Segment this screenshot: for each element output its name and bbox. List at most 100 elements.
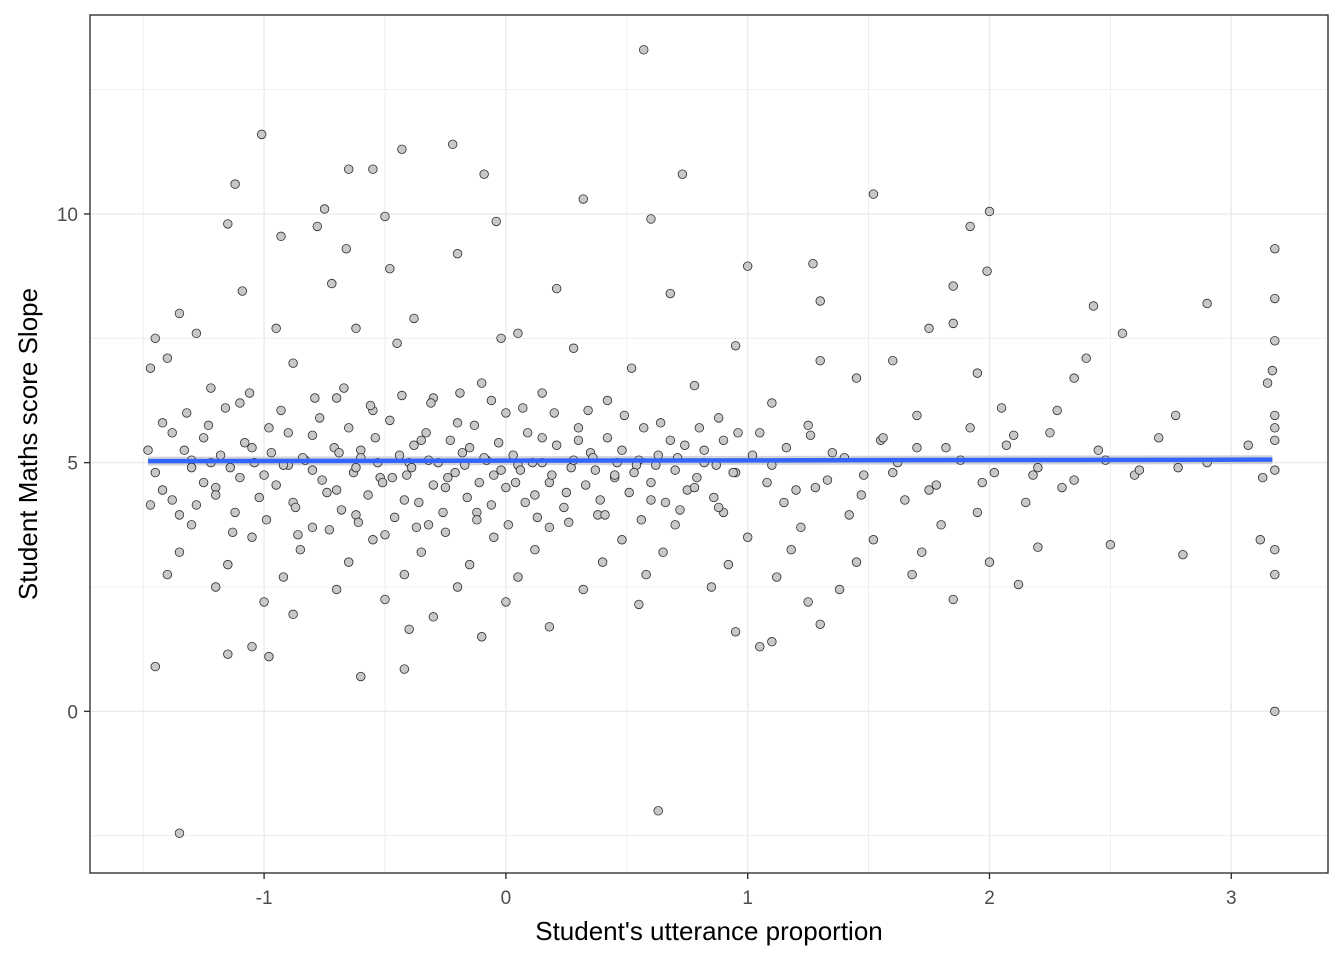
data-point	[868, 189, 879, 199]
data-point	[948, 318, 958, 329]
data-point	[486, 500, 497, 510]
data-point	[1093, 445, 1103, 455]
data-point	[501, 408, 511, 418]
data-point	[573, 435, 584, 445]
data-point	[368, 164, 378, 174]
data-point	[1001, 440, 1012, 450]
data-point	[629, 467, 639, 478]
data-point	[653, 450, 663, 460]
data-point	[225, 462, 235, 473]
data-point	[174, 828, 185, 838]
data-point	[803, 420, 813, 431]
data-point	[385, 263, 395, 274]
data-point	[394, 450, 405, 460]
data-point	[220, 403, 231, 413]
data-point	[713, 413, 724, 423]
data-point	[532, 512, 543, 523]
data-point	[597, 557, 608, 567]
data-point	[198, 433, 209, 443]
data-point	[235, 398, 245, 408]
data-point	[641, 569, 651, 580]
data-point	[247, 532, 257, 542]
data-point	[742, 532, 753, 542]
data-point	[791, 485, 801, 495]
data-point	[755, 641, 765, 652]
data-point	[984, 206, 995, 217]
data-point	[689, 482, 700, 493]
data-point	[595, 495, 605, 505]
data-point	[368, 535, 378, 545]
data-point	[600, 510, 610, 520]
data-point	[397, 144, 407, 154]
data-point	[307, 522, 318, 533]
data-point	[307, 465, 318, 475]
data-point	[530, 490, 540, 500]
data-point	[428, 480, 439, 490]
data-point	[580, 480, 591, 490]
data-point	[1270, 544, 1280, 555]
data-point	[380, 530, 390, 540]
data-point	[491, 216, 501, 227]
data-point	[380, 594, 390, 605]
data-point	[513, 328, 523, 339]
data-point	[339, 383, 349, 393]
data-point	[972, 507, 983, 518]
data-point	[174, 510, 185, 520]
data-point	[319, 204, 330, 214]
data-point	[1270, 410, 1280, 421]
data-point	[551, 440, 562, 450]
data-point	[549, 408, 559, 418]
data-point	[356, 671, 366, 682]
data-point	[317, 475, 327, 485]
data-point	[878, 433, 888, 443]
data-point	[423, 520, 434, 530]
data-point	[965, 221, 975, 232]
data-point	[416, 435, 426, 445]
data-point	[493, 438, 504, 448]
x-axis-title: Student's utterance proportion	[535, 916, 883, 946]
data-point	[167, 428, 177, 438]
data-point	[624, 487, 634, 498]
data-point	[888, 355, 898, 366]
data-point	[977, 477, 987, 488]
data-point	[496, 465, 506, 475]
data-point	[457, 448, 468, 458]
data-point	[370, 433, 381, 443]
data-point	[421, 428, 431, 438]
data-point	[619, 410, 630, 421]
data-point	[1008, 430, 1019, 440]
data-point	[590, 465, 601, 475]
data-point	[145, 500, 156, 510]
data-point	[469, 420, 480, 431]
data-point	[680, 440, 690, 450]
data-point	[414, 497, 424, 508]
data-point	[1134, 465, 1145, 475]
data-point	[815, 355, 825, 366]
data-point	[689, 380, 700, 391]
data-point	[244, 388, 255, 398]
data-point	[578, 194, 588, 204]
data-point	[518, 403, 528, 413]
data-point	[443, 472, 453, 483]
data-points	[143, 45, 1280, 838]
data-point	[230, 179, 240, 189]
data-point	[924, 323, 934, 334]
data-point	[276, 405, 286, 416]
data-point	[1105, 540, 1116, 550]
data-point	[191, 328, 202, 339]
data-point	[353, 517, 364, 528]
data-point	[617, 535, 627, 545]
data-point	[295, 544, 306, 555]
data-point	[157, 418, 168, 428]
y-axis-ticks: 0 5 10	[57, 205, 90, 723]
data-point	[399, 664, 410, 674]
data-point	[334, 448, 344, 458]
data-point	[626, 363, 637, 373]
data-point	[515, 465, 526, 475]
data-point	[796, 522, 806, 533]
data-point	[489, 532, 499, 542]
data-point	[145, 363, 156, 373]
data-point	[162, 353, 173, 363]
data-point	[363, 490, 373, 500]
x-axis-ticks: -1 0 1 2 3	[256, 873, 1237, 909]
